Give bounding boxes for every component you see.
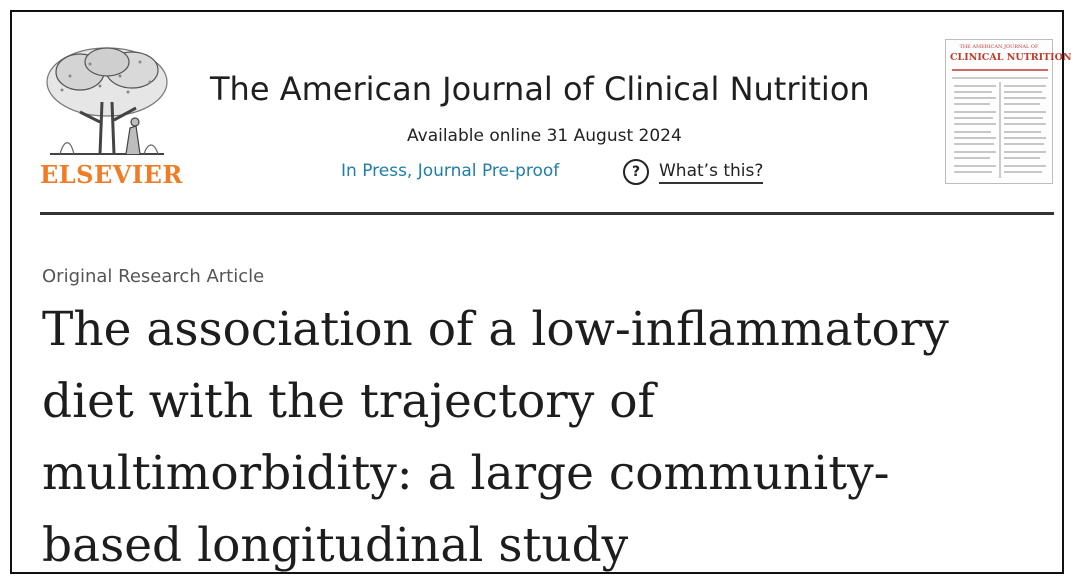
cover-top-line: THE AMERICAN JOURNAL OF	[959, 44, 1039, 50]
header-divider	[40, 212, 1054, 215]
available-online-date: Available online 31 August 2024	[407, 126, 682, 146]
cover-journal-name: CLINICAL NUTRITION	[950, 52, 1072, 63]
article-title-line: The association of a low-inflammatory	[42, 302, 949, 357]
article-title-line: diet with the trajectory of	[42, 374, 655, 429]
journal-cover-thumbnail[interactable]: THE AMERICAN JOURNAL OF CLINICAL NUTRITI…	[945, 39, 1072, 184]
cover-contents-graphic	[952, 69, 1048, 178]
elsevier-wordmark: ELSEVIER	[40, 160, 183, 189]
article-page-frame: ELSEVIER The American Journal of Clinica…	[10, 10, 1072, 574]
elsevier-tree-icon	[46, 47, 168, 155]
journal-title[interactable]: The American Journal of Clinical Nutriti…	[210, 70, 870, 108]
article-title: The association of a low-inflammatory di…	[42, 294, 1032, 582]
question-circle-icon[interactable]: ?	[623, 159, 649, 185]
whats-this-link[interactable]: What’s this?	[659, 161, 764, 184]
article-title-line: based longitudinal study	[42, 518, 629, 573]
article-title-line: multimorbidity: a large community-	[42, 446, 890, 501]
in-press-link[interactable]: In Press, Journal Pre-proof	[341, 161, 560, 181]
elsevier-logo[interactable]: ELSEVIER	[40, 42, 183, 192]
article-type-label: Original Research Article	[42, 266, 265, 287]
